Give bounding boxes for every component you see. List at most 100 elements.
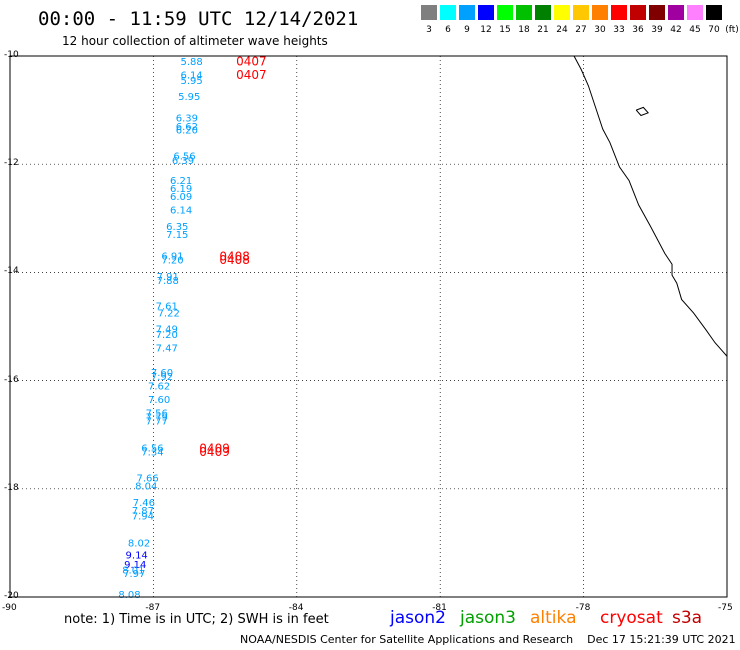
latitude-label: -18 <box>4 482 19 493</box>
observation-time: 0409 <box>199 441 230 455</box>
legend-swatch <box>592 5 608 20</box>
satellite-cryosat: cryosat <box>600 608 663 628</box>
legend-unit: (ft) <box>725 25 739 35</box>
longitude-label: -78 <box>575 603 591 613</box>
wave-height-value: 7.56 <box>146 409 168 420</box>
observation-time: 0407 <box>236 68 267 82</box>
map-grid <box>9 55 728 598</box>
wave-height-value: 7.47 <box>156 344 178 355</box>
legend-swatch <box>440 5 456 20</box>
legend-swatch <box>573 5 589 20</box>
wave-height-value: 6.56 <box>173 152 195 163</box>
wave-height-value: 7.62 <box>148 382 170 393</box>
legend-swatch <box>668 5 684 20</box>
note-text: note: 1) Time is in UTC; 2) SWH is in fe… <box>64 612 329 627</box>
legend-label: 42 <box>670 25 682 35</box>
legend-swatch <box>459 5 475 20</box>
wave-height-value: 7.79 <box>146 412 168 423</box>
wave-height-value: 7.91 <box>157 272 179 283</box>
legend-label: 6 <box>445 25 451 35</box>
observation-time: 0408 <box>219 249 250 263</box>
legend-label: 45 <box>689 25 701 35</box>
longitude-label: -87 <box>145 603 161 613</box>
wave-height-value: 6.09 <box>170 192 192 203</box>
wave-height-value: 7.22 <box>158 308 180 319</box>
legend-swatch <box>554 5 570 20</box>
legend-label: 3 <box>426 25 432 35</box>
legend-swatch <box>421 5 437 20</box>
map-title: 00:00 - 11:59 UTC 12/14/2021 <box>38 8 359 30</box>
wave-height-value: 7.94 <box>132 511 154 522</box>
legend-swatch <box>516 5 532 20</box>
satellite-jason3: jason3 <box>460 608 516 628</box>
wave-height-value: 7.60 <box>148 395 170 406</box>
wave-height-value: 8.01 <box>122 565 144 576</box>
latitude-label: -10 <box>4 50 19 60</box>
legend-swatch <box>649 5 665 20</box>
wave-height-value: 5.88 <box>181 57 203 68</box>
legend-swatch <box>535 5 551 20</box>
wave-height-value: 6.19 <box>170 184 192 195</box>
wave-height-value: 7.77 <box>146 417 168 428</box>
satellite-jason2: jason2 <box>390 608 446 628</box>
longitude-label: -81 <box>432 603 447 613</box>
wave-height-value: 6.35 <box>166 222 188 233</box>
legend-label: 39 <box>651 25 663 35</box>
legend-label: 9 <box>464 25 470 35</box>
wave-height-value: 7.97 <box>123 569 145 580</box>
legend-label: 15 <box>499 25 511 35</box>
legend-label: 24 <box>556 25 568 35</box>
wave-height-value: 6.21 <box>170 176 192 187</box>
wave-height-value: 7.34 <box>141 448 163 459</box>
legend-swatch <box>611 5 627 20</box>
wave-height-value: 6.14 <box>170 206 192 217</box>
wave-height-value: 9.14 <box>126 550 148 561</box>
coastline-peru <box>573 55 728 357</box>
wave-height-value: 7.60 <box>151 368 173 379</box>
latitude-label: -20 <box>4 591 19 601</box>
wave-height-value: 7.92 <box>151 372 173 383</box>
wave-height-value: 7.61 <box>156 301 178 312</box>
satellite-s3a: s3a <box>672 608 703 628</box>
legend-label: 12 <box>480 25 492 35</box>
wave-height-value: 6.56 <box>141 444 163 455</box>
wave-height-value: 6.39 <box>176 114 198 125</box>
legend-swatch <box>630 5 646 20</box>
observation-time: 0407 <box>236 55 267 69</box>
map-subtitle: 12 hour collection of altimeter wave hei… <box>62 34 328 48</box>
wave-height-value: 6.14 <box>181 70 203 81</box>
wave-height-value: 7.66 <box>137 473 159 484</box>
island-outline <box>635 106 649 117</box>
wave-height-value: 8.04 <box>135 482 157 493</box>
wave-height-value: 7.20 <box>161 255 183 266</box>
wave-height-value: 8.08 <box>118 590 140 601</box>
wave-height-value: 9.14 <box>124 560 146 571</box>
observation-time: 0409 <box>199 445 230 459</box>
legend-swatch <box>478 5 494 20</box>
wave-height-labels: 5.886.145.955.956.396.626.206.566.396.21… <box>118 57 202 601</box>
credit-line: NOAA/NESDIS Center for Satellite Applica… <box>240 633 736 646</box>
wave-height-value: 6.39 <box>172 156 194 167</box>
coastline <box>573 55 728 357</box>
legend-swatch <box>687 5 703 20</box>
latitude-label: -14 <box>4 266 19 277</box>
wave-height-value: 5.95 <box>178 92 200 103</box>
legend-label: 18 <box>518 25 530 35</box>
wave-height-value: 7.87 <box>132 506 154 517</box>
satellite-altika: altika <box>530 608 577 628</box>
legend-label: 36 <box>632 25 644 35</box>
wave-height-value: 7.15 <box>166 230 188 241</box>
legend-label: 21 <box>537 25 549 35</box>
wave-height-value: 7.46 <box>133 498 155 509</box>
legend-label: 30 <box>594 25 606 35</box>
legend-label: 33 <box>613 25 625 35</box>
legend-label: 70 <box>708 25 720 35</box>
legend-label: 27 <box>575 25 587 35</box>
wave-height-value: 5.95 <box>181 76 203 87</box>
longitude-label: -75 <box>718 603 733 613</box>
latitude-label: -12 <box>4 158 19 169</box>
wave-height-value: 8.02 <box>128 538 150 549</box>
wave-height-value: 6.91 <box>161 252 183 263</box>
